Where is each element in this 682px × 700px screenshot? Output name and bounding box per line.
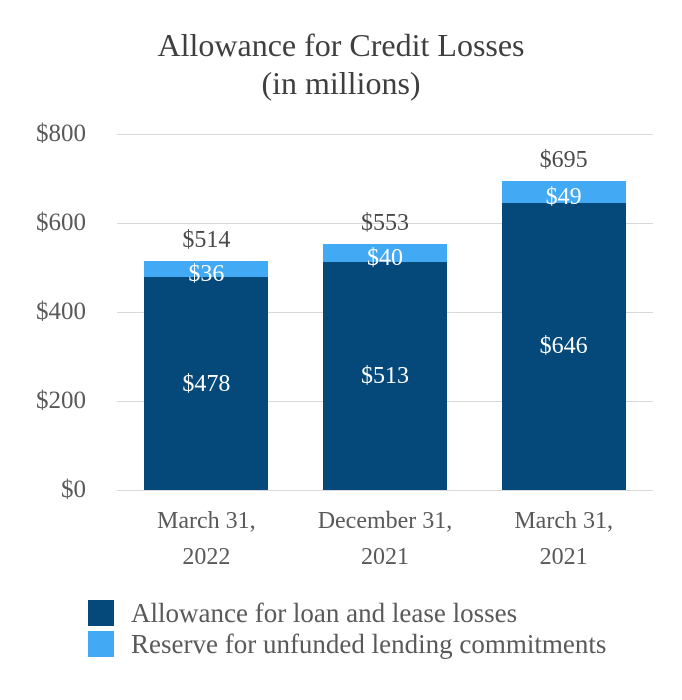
segment-reserve-unfunded bbox=[144, 261, 269, 278]
x-axis-label-march-31-2021: March 31, 2021 bbox=[514, 503, 613, 575]
legend-item-label: Allowance for loan and lease losses bbox=[131, 598, 518, 628]
plot-area: $0 $200 $400 $600 $800 $514 $36 $478 March 31, 20… bbox=[36, 120, 653, 570]
legend-item: Reserve for unfunded lending commitments bbox=[88, 629, 607, 659]
segment-value-label: $513 bbox=[361, 362, 409, 389]
legend: Allowance for loan and lease losses Reser… bbox=[88, 600, 606, 662]
legend-swatch-icon bbox=[88, 600, 114, 626]
chart-title-line2: (in millions) bbox=[261, 65, 421, 101]
y-axis-tick-label: $0 bbox=[61, 476, 86, 503]
segment-allowance-loan-lease: $646 bbox=[501, 202, 626, 490]
x-axis-label-march-31-2022: March 31, 2022 bbox=[157, 503, 256, 575]
gridline-800 bbox=[117, 133, 653, 135]
y-axis-tick-label: $200 bbox=[36, 387, 86, 414]
y-axis-tick-label: $400 bbox=[36, 298, 86, 325]
gridline-600 bbox=[117, 222, 653, 224]
segment-allowance-loan-lease: $513 bbox=[323, 261, 447, 490]
segment-value-label: $36 bbox=[188, 261, 225, 288]
segment-reserve-unfunded bbox=[323, 243, 447, 262]
segment-allowance-loan-lease: $478 bbox=[144, 277, 269, 490]
segment-value-label: $49 bbox=[545, 183, 582, 210]
y-axis-tick-label: $800 bbox=[36, 120, 86, 147]
x-axis-label-line2: 2021 bbox=[539, 544, 588, 570]
x-axis-label-line2: 2022 bbox=[182, 544, 231, 570]
stacked-bar-march-31-2022: $514 $36 $478 bbox=[144, 228, 269, 490]
legend-item-label: Reserve for unfunded lending commitments bbox=[131, 629, 607, 659]
total-value-label: $553 bbox=[361, 209, 409, 236]
y-axis-tick-label: $600 bbox=[36, 209, 86, 236]
legend-swatch-icon bbox=[88, 631, 114, 657]
stacked-bar-march-31-2021: $695 $49 $646 bbox=[501, 148, 626, 490]
total-value-label: $695 bbox=[539, 146, 588, 173]
segment-value-label: $478 bbox=[182, 370, 231, 397]
stacked-bar-december-31-2021: $553 $40 $513 bbox=[323, 211, 447, 490]
x-axis-label-line2: 2021 bbox=[360, 544, 409, 570]
x-axis-label-line1: March 31, bbox=[514, 508, 613, 534]
gridline-0 bbox=[117, 489, 653, 491]
segment-value-label: $40 bbox=[367, 244, 403, 271]
chart-title: Allowance for Credit Losses (in millions… bbox=[0, 26, 682, 102]
x-axis-label-line1: December 31, bbox=[317, 508, 453, 534]
x-axis-label-line1: March 31, bbox=[157, 508, 256, 534]
total-value-label: $514 bbox=[182, 227, 231, 254]
segment-value-label: $646 bbox=[539, 333, 588, 360]
segment-reserve-unfunded bbox=[501, 180, 626, 203]
x-axis-label-december-31-2021: December 31, 2021 bbox=[318, 503, 453, 575]
chart-title-line1: Allowance for Credit Losses bbox=[157, 27, 525, 63]
legend-item: Allowance for loan and lease losses bbox=[88, 598, 606, 628]
